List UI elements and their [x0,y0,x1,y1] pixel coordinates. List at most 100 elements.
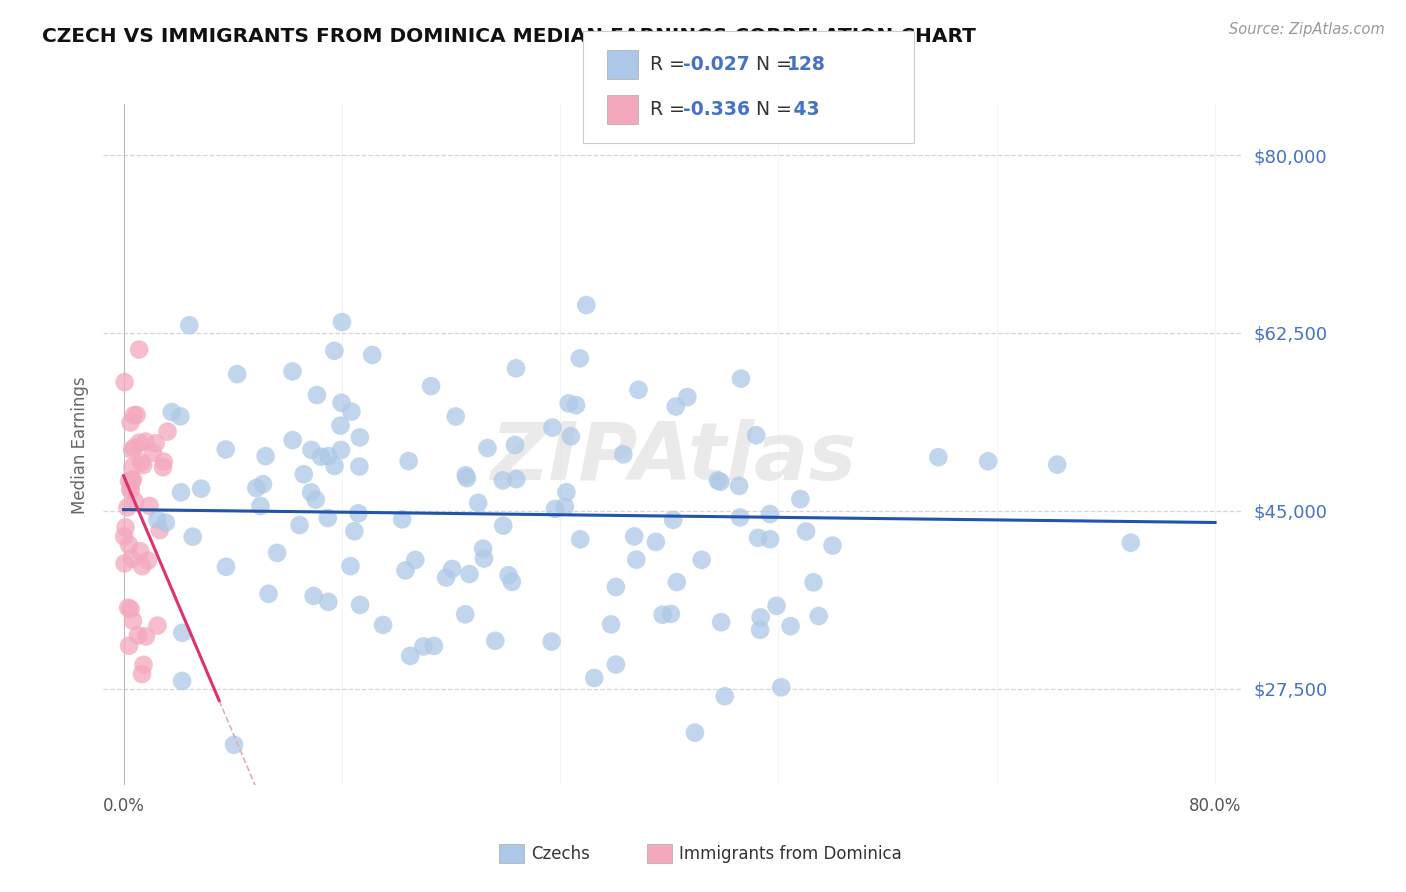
Point [114,375,136,389]
Point [128,343,150,357]
Point [339,559,361,574]
Point [302,589,325,603]
Point [125,408,148,422]
Point [557,396,579,410]
Point [122,614,145,628]
Point [215,559,238,574]
Point [222,738,245,752]
Point [330,315,353,329]
Point [765,599,787,613]
Point [391,512,413,526]
Point [626,552,648,566]
Point [121,443,143,458]
Point [730,371,752,385]
Point [160,405,183,419]
Point [120,416,142,430]
Point [122,441,145,455]
Text: -0.336: -0.336 [683,100,751,119]
Text: Immigrants from Dominica: Immigrants from Dominica [679,845,901,863]
Point [492,474,515,488]
Point [117,500,139,515]
Point [441,562,464,576]
Point [132,657,155,672]
Point [329,418,352,433]
Point [565,398,588,412]
Point [114,557,136,571]
Point [132,458,155,472]
Point [651,607,673,622]
Point [131,667,153,681]
Text: 128: 128 [787,55,827,74]
Point [172,673,194,688]
Point [145,436,167,450]
Point [728,510,751,524]
Text: Source: ZipAtlas.com: Source: ZipAtlas.com [1229,22,1385,37]
Point [420,379,443,393]
Point [927,450,949,465]
Point [472,541,495,556]
Point [454,607,477,622]
Point [749,623,772,637]
Point [172,625,194,640]
Point [254,449,277,463]
Point [252,477,274,491]
Point [169,409,191,424]
Point [131,559,153,574]
Point [129,455,152,469]
Point [394,563,416,577]
Point [605,580,627,594]
Point [977,454,1000,468]
Point [554,500,576,514]
Text: R =: R = [650,100,690,119]
Point [710,615,733,630]
Point [226,367,249,381]
Point [316,449,339,463]
Text: R =: R = [650,55,690,74]
Point [745,428,768,442]
Point [179,318,201,333]
Point [568,351,591,366]
Point [676,390,699,404]
Point [245,481,267,495]
Point [503,438,526,452]
Point [505,361,527,376]
Point [477,441,499,455]
Text: N =: N = [756,100,799,119]
Point [458,567,481,582]
Point [330,442,353,457]
Point [749,610,772,624]
Point [444,409,467,424]
Point [118,538,141,552]
Point [135,434,157,449]
Point [114,520,136,534]
Point [492,518,515,533]
Point [794,524,817,539]
Point [152,455,174,469]
Point [361,348,384,362]
Point [117,600,139,615]
Point [665,400,688,414]
Point [215,442,238,457]
Point [149,523,172,537]
Point [349,430,371,444]
Point [623,529,645,543]
Point [343,524,366,539]
Text: ZIPAtlas: ZIPAtlas [489,419,856,498]
Point [399,648,422,663]
Text: 43: 43 [787,100,820,119]
Point [266,546,288,560]
Point [249,499,271,513]
Point [138,499,160,513]
Point [121,551,143,566]
Y-axis label: Median Earnings: Median Earnings [72,376,89,514]
Point [412,640,434,654]
Point [323,458,346,473]
Point [121,474,143,488]
Point [644,535,666,549]
Point [318,595,340,609]
Point [789,492,811,507]
Point [155,516,177,530]
Point [659,607,682,621]
Point [122,409,145,423]
Point [555,485,578,500]
